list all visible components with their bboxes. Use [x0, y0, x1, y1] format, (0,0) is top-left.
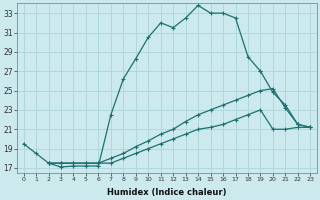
X-axis label: Humidex (Indice chaleur): Humidex (Indice chaleur) [107, 188, 227, 197]
